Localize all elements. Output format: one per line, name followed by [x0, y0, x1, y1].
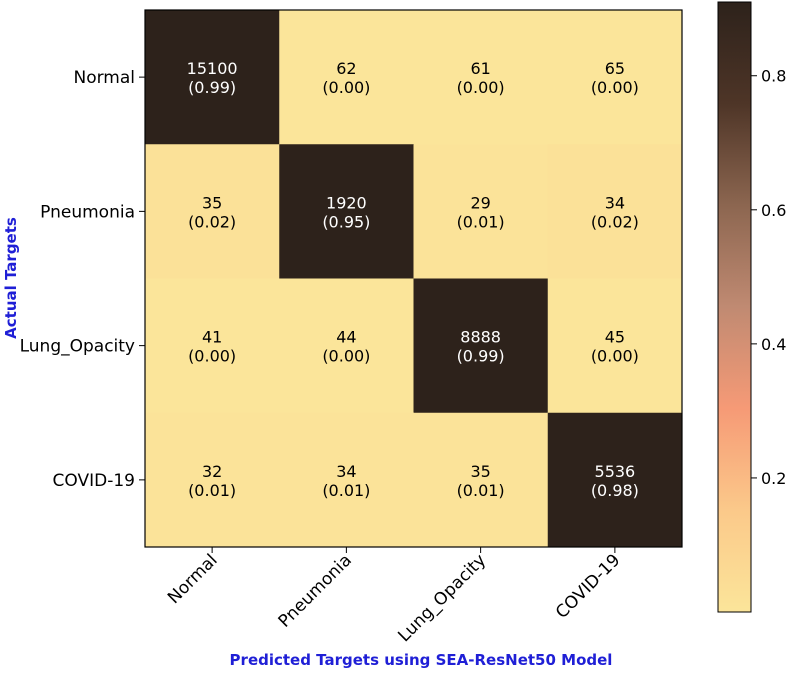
heatmap-cell-0-1 [279, 10, 414, 145]
x-tick-label: Pneumonia [275, 550, 356, 631]
heatmap-cells: 15100(0.99)62(0.00)61(0.00)65(0.00)35(0.… [145, 10, 683, 548]
cell-ratio-label: (0.00) [322, 78, 370, 97]
cell-count-label: 35 [470, 462, 490, 481]
heatmap-cell-2-3 [547, 278, 683, 414]
heatmap-cell-0-0 [145, 10, 280, 145]
x-tick-label: Lung_Opacity [394, 550, 490, 646]
cell-ratio-label: (0.01) [188, 481, 236, 500]
heatmap-cell-1-0 [145, 144, 280, 279]
heatmap-cell-1-3 [547, 144, 683, 279]
heatmap-cell-2-2 [413, 278, 549, 414]
x-tick-label: Normal [164, 550, 222, 608]
plot-frame [144, 9, 683, 548]
cell-count-label: 41 [202, 328, 222, 347]
cell-ratio-label: (0.01) [457, 212, 505, 231]
colorbar-tick-label: 0.6 [761, 201, 786, 220]
cell-count-label: 61 [470, 59, 490, 78]
colorbar-tick-label: 0.2 [761, 469, 786, 488]
cell-count-label: 5536 [595, 462, 636, 481]
cell-count-label: 35 [202, 193, 222, 212]
cell-ratio-label: (0.01) [457, 481, 505, 500]
y-tick-label: Lung_Opacity [20, 337, 135, 357]
y-tick-label: Pneumonia [40, 202, 135, 222]
y-tick-label: Normal [73, 68, 135, 88]
cell-ratio-label: (0.01) [322, 481, 370, 500]
heatmap-cell-1-1 [279, 144, 414, 279]
heatmap-cell-3-1 [279, 412, 414, 548]
cell-ratio-label: (0.00) [188, 347, 236, 366]
heatmap-cell-3-2 [413, 412, 549, 548]
colorbar [717, 1, 752, 613]
cell-count-label: 32 [202, 462, 222, 481]
x-axis-ticks: Normal Pneumonia Lung_Opacity COVID-19 [164, 547, 624, 646]
y-tick-label: COVID-19 [53, 471, 135, 491]
heatmap-cell-1-2 [413, 144, 549, 279]
cell-count-label: 8888 [460, 328, 501, 347]
cell-ratio-label: (0.99) [457, 347, 505, 366]
cell-count-label: 34 [336, 462, 356, 481]
heatmap-cell-3-3 [547, 412, 683, 548]
y-axis-ticks: Normal Pneumonia Lung_Opacity COVID-19 [20, 68, 145, 491]
x-axis-label: Predicted Targets using SEA-ResNet50 Mod… [230, 651, 613, 669]
cell-count-label: 62 [336, 59, 356, 78]
cell-ratio-label: (0.99) [188, 78, 236, 97]
cell-count-label: 65 [605, 59, 625, 78]
colorbar-tick-label: 0.8 [761, 67, 786, 86]
cell-ratio-label: (0.98) [591, 481, 639, 500]
cell-count-label: 15100 [187, 59, 238, 78]
cell-count-label: 29 [470, 193, 490, 212]
cell-count-label: 44 [336, 328, 356, 347]
cell-ratio-label: (0.95) [322, 212, 370, 231]
cell-ratio-label: (0.00) [457, 78, 505, 97]
colorbar-ticks: 0.2 0.4 0.6 0.8 [751, 67, 786, 488]
cell-count-label: 45 [605, 328, 625, 347]
cell-ratio-label: (0.02) [188, 212, 236, 231]
cell-ratio-label: (0.02) [591, 212, 639, 231]
cell-ratio-label: (0.00) [591, 347, 639, 366]
heatmap-cell-2-0 [145, 278, 280, 414]
y-axis-label: Actual Targets [2, 217, 20, 339]
heatmap-cell-0-3 [547, 10, 683, 145]
heatmap-cell-3-0 [145, 412, 280, 548]
cell-ratio-label: (0.00) [322, 347, 370, 366]
heatmap-cell-2-1 [279, 278, 414, 414]
cell-ratio-label: (0.00) [591, 78, 639, 97]
cell-count-label: 1920 [326, 193, 367, 212]
heatmap-cell-0-2 [413, 10, 549, 145]
x-tick-label: COVID-19 [552, 550, 624, 622]
colorbar-tick-label: 0.4 [761, 335, 786, 354]
cell-count-label: 34 [605, 193, 625, 212]
